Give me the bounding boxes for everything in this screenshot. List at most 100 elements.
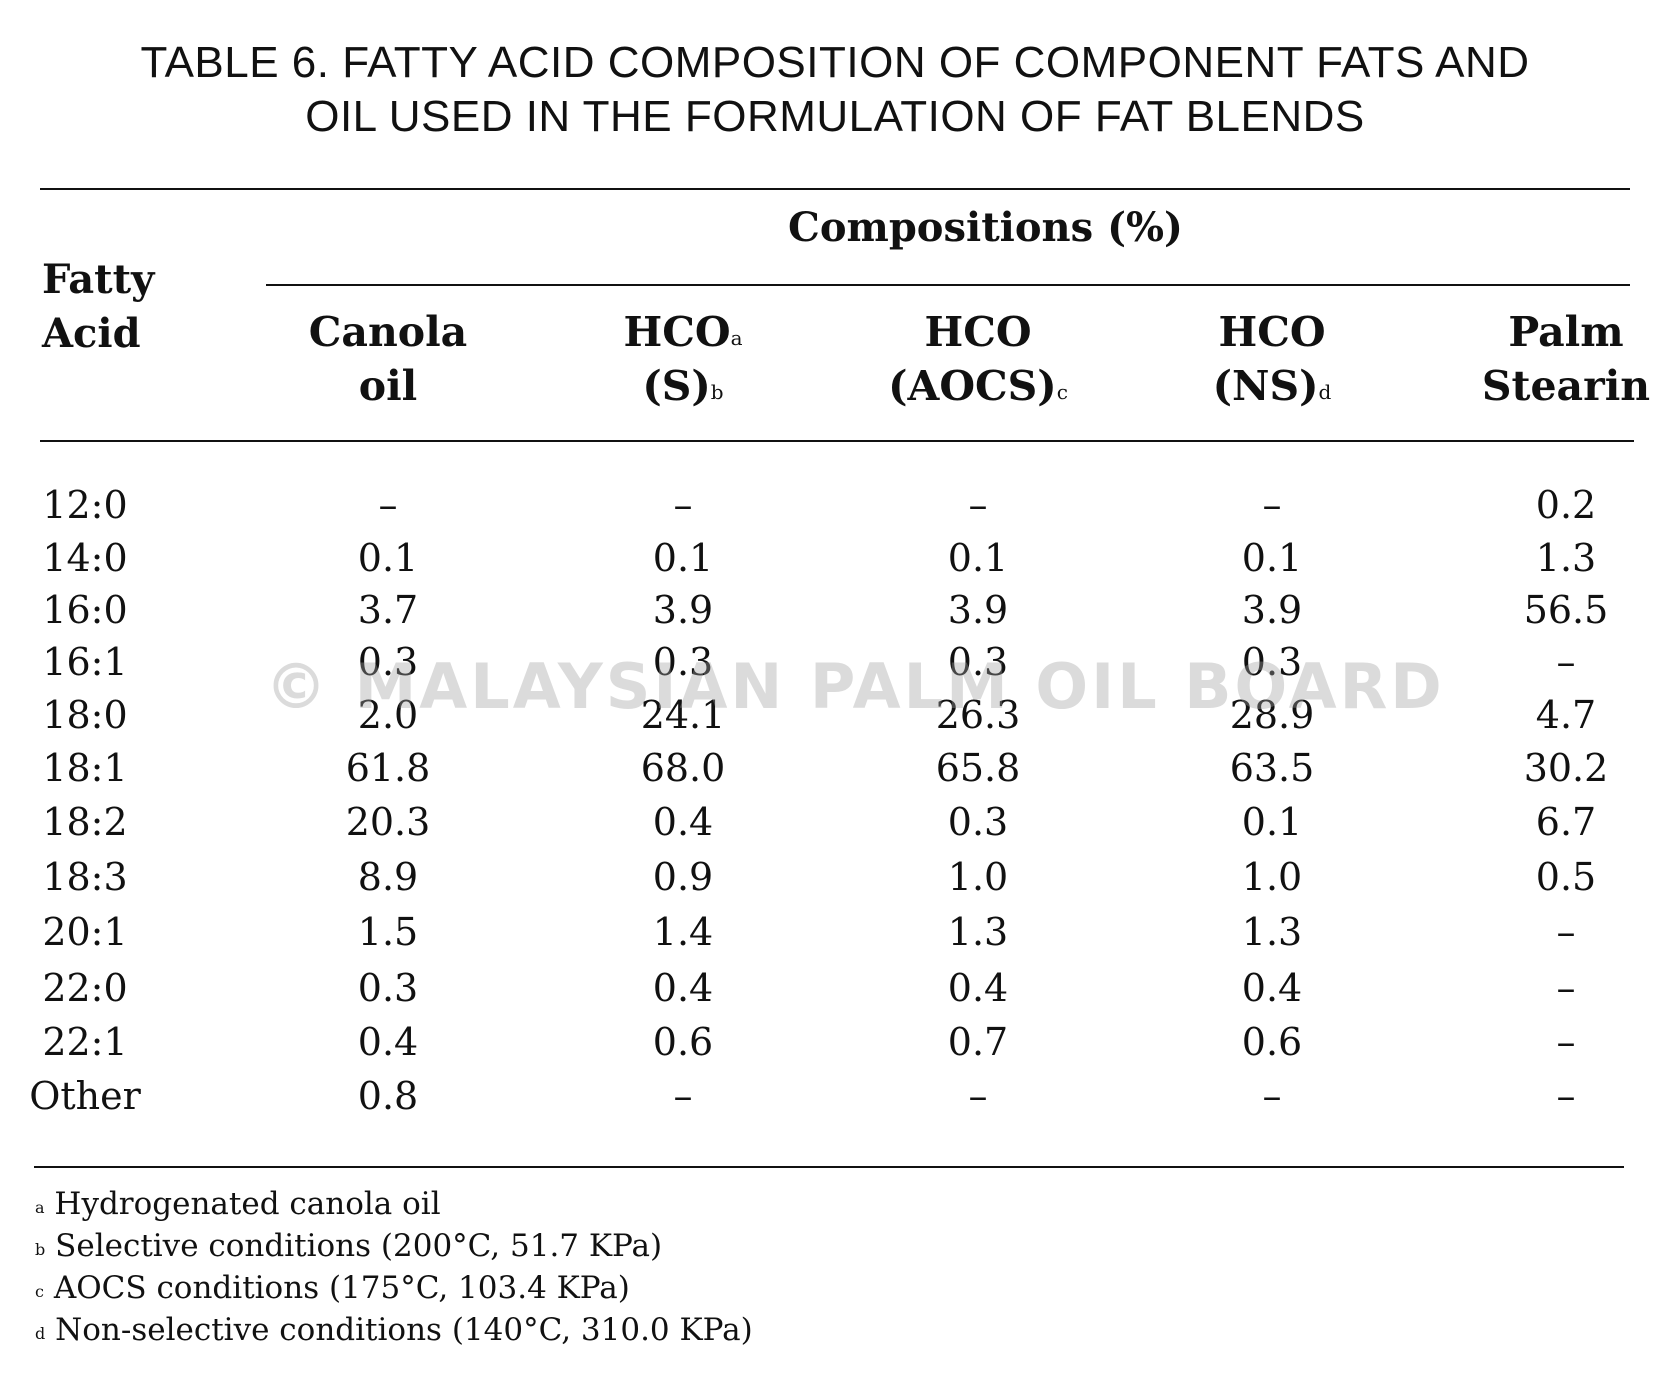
table-cell: – bbox=[1556, 910, 1576, 954]
table-row: 20:1 1.5 1.4 1.3 1.3 – bbox=[0, 905, 1670, 959]
footnote-text: Hydrogenated canola oil bbox=[54, 1186, 441, 1222]
table-cell: – bbox=[1556, 1020, 1576, 1064]
fatty-acid-label: Other bbox=[29, 1074, 141, 1118]
table-title-line-1: TABLE 6. FATTY ACID COMPOSITION OF COMPO… bbox=[140, 38, 1530, 87]
compositions-group-header: Compositions (%) bbox=[788, 204, 1183, 251]
table-cell: 1.0 bbox=[947, 855, 1009, 899]
table-cell: 6.7 bbox=[1535, 800, 1597, 844]
table-cell: 0.3 bbox=[357, 640, 419, 684]
footnote-marker: d bbox=[1318, 380, 1332, 404]
table-row: 14:0 0.1 0.1 0.1 0.1 1.3 bbox=[0, 531, 1670, 585]
table-cell: 0.4 bbox=[357, 1020, 419, 1064]
table-cell: 0.1 bbox=[357, 536, 419, 580]
table-cell: – bbox=[673, 1074, 693, 1118]
footnote-marker: c bbox=[1056, 380, 1068, 404]
table-cell: 3.9 bbox=[1241, 588, 1303, 632]
table-cell: 0.4 bbox=[1241, 966, 1303, 1010]
table-cell: – bbox=[1556, 1074, 1576, 1118]
column-header-line: Stearin bbox=[1481, 362, 1651, 410]
fatty-acid-label: 16:0 bbox=[42, 588, 128, 632]
table-row: 22:1 0.4 0.6 0.7 0.6 – bbox=[0, 1015, 1670, 1069]
fatty-acid-header: Fatty Acid bbox=[42, 256, 155, 357]
table-cell: 0.5 bbox=[1535, 855, 1597, 899]
table-row: Other 0.8 – – – – bbox=[0, 1069, 1670, 1123]
table-cell: 24.1 bbox=[640, 693, 726, 737]
table-cell: 1.0 bbox=[1241, 855, 1303, 899]
table-cell: – bbox=[1262, 1074, 1282, 1118]
table-cell: 56.5 bbox=[1523, 588, 1609, 632]
table-cell: 1.5 bbox=[357, 910, 419, 954]
table-cell: 1.4 bbox=[652, 910, 714, 954]
column-header-4: HCO (NS)d bbox=[1142, 305, 1402, 413]
table-cell: 20.3 bbox=[345, 800, 431, 844]
footnote-mark: b bbox=[35, 1240, 46, 1259]
column-header-line: oil bbox=[358, 362, 418, 410]
table-cell: 0.1 bbox=[1241, 536, 1303, 580]
column-header-line: (NS)d bbox=[1212, 362, 1332, 410]
table-cell: 8.9 bbox=[357, 855, 419, 899]
footnote-marker: a bbox=[730, 326, 743, 350]
table-cell: 0.3 bbox=[947, 800, 1009, 844]
table-row: 22:0 0.3 0.4 0.4 0.4 – bbox=[0, 961, 1670, 1015]
column-header-1: Canola oil bbox=[258, 305, 518, 413]
table-cell: 4.7 bbox=[1535, 693, 1597, 737]
table-row: 16:0 3.7 3.9 3.9 3.9 56.5 bbox=[0, 583, 1670, 637]
header-rule bbox=[40, 440, 1634, 442]
table-cell: 1.3 bbox=[947, 910, 1009, 954]
fatty-acid-label: 14:0 bbox=[42, 536, 128, 580]
table-cell: 28.9 bbox=[1229, 693, 1315, 737]
table-cell: 0.3 bbox=[1241, 640, 1303, 684]
table-cell: – bbox=[968, 1074, 988, 1118]
column-header-line: (S)b bbox=[642, 362, 724, 410]
table-row: 18:1 61.8 68.0 65.8 63.5 30.2 bbox=[0, 741, 1670, 795]
table-cell: 0.4 bbox=[652, 800, 714, 844]
table-cell: 0.4 bbox=[652, 966, 714, 1010]
column-header-3: HCO (AOCS)c bbox=[848, 305, 1108, 413]
fatty-acid-label: 22:1 bbox=[42, 1020, 128, 1064]
table-cell: 0.1 bbox=[1241, 800, 1303, 844]
table-cell: – bbox=[1556, 966, 1576, 1010]
table-cell: 0.8 bbox=[357, 1074, 419, 1118]
table-cell: 1.3 bbox=[1241, 910, 1303, 954]
footnotes: a Hydrogenated canola oil b Selective con… bbox=[35, 1183, 753, 1351]
fatty-acid-label: 12:0 bbox=[42, 483, 128, 527]
table-cell: 63.5 bbox=[1229, 746, 1315, 790]
table-cell: – bbox=[1262, 483, 1282, 527]
column-header-line: (AOCS)c bbox=[888, 362, 1068, 410]
footnote-mark: c bbox=[35, 1282, 44, 1301]
table-cell: 61.8 bbox=[345, 746, 431, 790]
table-cell: 26.3 bbox=[935, 693, 1021, 737]
footnote-mark: a bbox=[35, 1198, 45, 1217]
footnote-text: Non-selective conditions (140°C, 310.0 K… bbox=[55, 1312, 753, 1348]
table-row: 18:0 2.0 24.1 26.3 28.9 4.7 bbox=[0, 688, 1670, 742]
fatty-acid-label: 18:0 bbox=[42, 693, 128, 737]
fatty-acid-label: 20:1 bbox=[42, 910, 128, 954]
footnote-d: d Non-selective conditions (140°C, 310.0… bbox=[35, 1309, 753, 1351]
table-cell: – bbox=[968, 483, 988, 527]
table-cell: 0.1 bbox=[947, 536, 1009, 580]
table-cell: – bbox=[378, 483, 398, 527]
fatty-acid-label: 18:1 bbox=[42, 746, 128, 790]
top-rule bbox=[40, 188, 1630, 190]
table-cell: 0.1 bbox=[652, 536, 714, 580]
bottom-rule bbox=[34, 1166, 1624, 1168]
table-row: 16:1 0.3 0.3 0.3 0.3 – bbox=[0, 635, 1670, 689]
table-cell: 65.8 bbox=[935, 746, 1021, 790]
fatty-acid-label: 18:2 bbox=[42, 800, 128, 844]
table-cell: 0.2 bbox=[1535, 483, 1597, 527]
footnote-b: b Selective conditions (200°C, 51.7 KPa) bbox=[35, 1225, 753, 1267]
table-row: 18:2 20.3 0.4 0.3 0.1 6.7 bbox=[0, 795, 1670, 849]
group-rule bbox=[266, 284, 1630, 286]
footnote-marker: b bbox=[710, 380, 724, 404]
footnote-text: AOCS conditions (175°C, 103.4 KPa) bbox=[53, 1270, 630, 1306]
table-cell: 2.0 bbox=[357, 693, 419, 737]
table-row: 18:3 8.9 0.9 1.0 1.0 0.5 bbox=[0, 850, 1670, 904]
table-cell: 1.3 bbox=[1535, 536, 1597, 580]
table-cell: 0.3 bbox=[947, 640, 1009, 684]
table-cell: – bbox=[673, 483, 693, 527]
table-cell: 0.6 bbox=[1241, 1020, 1303, 1064]
footnote-c: c AOCS conditions (175°C, 103.4 KPa) bbox=[35, 1267, 753, 1309]
table-cell: 0.9 bbox=[652, 855, 714, 899]
fatty-acid-label: 22:0 bbox=[42, 966, 128, 1010]
column-header-line: HCO bbox=[1218, 308, 1326, 356]
